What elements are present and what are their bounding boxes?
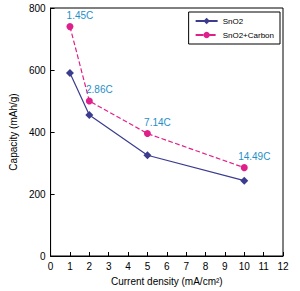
svg-text:14.49C: 14.49C [238,151,270,162]
svg-text:7.14C: 7.14C [144,117,171,128]
svg-text:200: 200 [29,189,46,200]
svg-text:0: 0 [40,251,46,262]
svg-text:3: 3 [106,261,112,272]
svg-text:2: 2 [87,261,93,272]
svg-text:5: 5 [145,261,151,272]
svg-text:4: 4 [125,261,131,272]
svg-text:12: 12 [277,261,289,272]
svg-text:0: 0 [48,261,54,272]
svg-text:SnO2+Carbon: SnO2+Carbon [223,31,274,40]
svg-text:1: 1 [67,261,73,272]
svg-text:9: 9 [222,261,228,272]
svg-text:Capacity (mAh/g): Capacity (mAh/g) [8,93,19,170]
svg-text:11: 11 [258,261,269,272]
svg-text:6: 6 [164,261,170,272]
svg-text:2.86C: 2.86C [86,84,113,95]
svg-text:SnO2: SnO2 [223,17,244,26]
svg-text:Current density (mA/cm²): Current density (mA/cm²) [111,276,223,287]
svg-text:600: 600 [29,65,46,76]
svg-text:10: 10 [239,261,251,272]
svg-text:800: 800 [29,3,46,14]
svg-text:1.45C: 1.45C [67,10,94,21]
svg-text:400: 400 [29,127,46,138]
svg-text:7: 7 [183,261,189,272]
svg-text:8: 8 [203,261,209,272]
